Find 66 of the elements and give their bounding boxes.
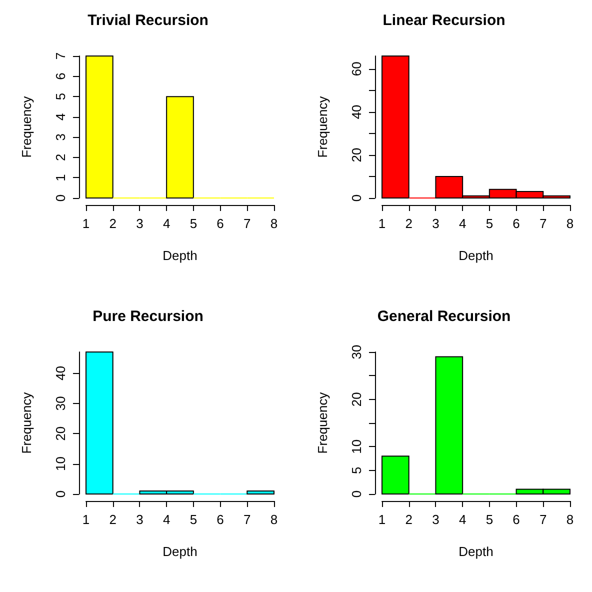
- x-tick-label: 6: [216, 216, 224, 231]
- y-tick-label: 6: [53, 72, 68, 80]
- y-axis-title: Frequency: [315, 392, 330, 454]
- x-tick-label: 4: [458, 512, 466, 527]
- y-tick-label: 5: [349, 466, 364, 474]
- y-tick-label: 40: [53, 366, 68, 380]
- y-tick-label: 0: [53, 194, 68, 202]
- y-axis-title: Frequency: [19, 96, 34, 158]
- x-tick-label: 6: [512, 512, 520, 527]
- y-tick-label: 4: [53, 113, 68, 120]
- x-axis-title: Depth: [162, 544, 198, 559]
- y-tick-label: 0: [349, 194, 364, 202]
- x-axis-title: Depth: [458, 248, 494, 263]
- x-tick-label: 4: [162, 512, 170, 527]
- x-tick-label: 4: [458, 216, 466, 231]
- x-tick-label: 5: [486, 216, 494, 231]
- x-tick-label: 6: [216, 512, 224, 527]
- y-tick-label: 30: [53, 396, 68, 411]
- y-tick-label: 1: [53, 174, 68, 182]
- y-tick-label: 7: [53, 52, 68, 60]
- y-tick-label: 0: [53, 490, 68, 498]
- x-tick-label: 8: [270, 216, 278, 231]
- y-tick-label: 2: [53, 154, 68, 162]
- x-tick-label: 3: [432, 216, 440, 231]
- x-tick-label: 5: [190, 512, 198, 527]
- x-tick-label: 7: [540, 216, 547, 231]
- x-tick-label: 2: [109, 216, 116, 231]
- x-tick-label: 1: [378, 512, 386, 527]
- x-tick-label: 8: [566, 512, 574, 527]
- y-tick-label: 0: [349, 490, 364, 498]
- chart-title: General Recursion: [377, 308, 511, 325]
- chart-title: Pure Recursion: [92, 308, 204, 325]
- y-axis-title: Frequency: [315, 96, 330, 158]
- x-tick-label: 1: [82, 216, 90, 231]
- y-tick-label: 10: [53, 456, 68, 472]
- x-tick-label: 5: [190, 216, 198, 231]
- x-tick-label: 8: [270, 512, 278, 527]
- y-tick-label: 3: [53, 134, 68, 141]
- x-tick-label: 7: [540, 512, 547, 527]
- x-tick-label: 8: [566, 216, 574, 231]
- y-tick-label: 20: [349, 392, 364, 407]
- y-tick-label: 40: [349, 104, 364, 120]
- y-tick-label: 20: [349, 148, 364, 162]
- y-tick-label: 10: [349, 439, 364, 454]
- x-tick-label: 7: [244, 216, 251, 231]
- x-axis-title: Depth: [162, 248, 198, 263]
- y-tick-label: 60: [349, 62, 364, 76]
- y-tick-label: 20: [53, 426, 68, 441]
- x-tick-label: 5: [486, 512, 494, 527]
- chart-title: Trivial Recursion: [88, 12, 208, 29]
- chart-title: Linear Recursion: [382, 12, 506, 29]
- x-tick-label: 1: [378, 216, 386, 231]
- x-tick-label: 1: [82, 512, 90, 527]
- x-tick-label: 3: [432, 512, 440, 527]
- y-tick-label: 30: [349, 344, 364, 360]
- x-tick-label: 3: [136, 216, 144, 231]
- y-tick-label: 5: [53, 92, 68, 100]
- x-tick-label: 4: [162, 216, 170, 231]
- x-tick-label: 3: [136, 512, 144, 527]
- y-axis-title: Frequency: [19, 392, 34, 454]
- x-tick-label: 6: [512, 216, 520, 231]
- x-tick-label: 2: [109, 512, 116, 527]
- x-tick-label: 2: [405, 512, 412, 527]
- x-tick-label: 7: [244, 512, 251, 527]
- x-tick-label: 2: [405, 216, 412, 231]
- x-axis-title: Depth: [458, 544, 494, 559]
